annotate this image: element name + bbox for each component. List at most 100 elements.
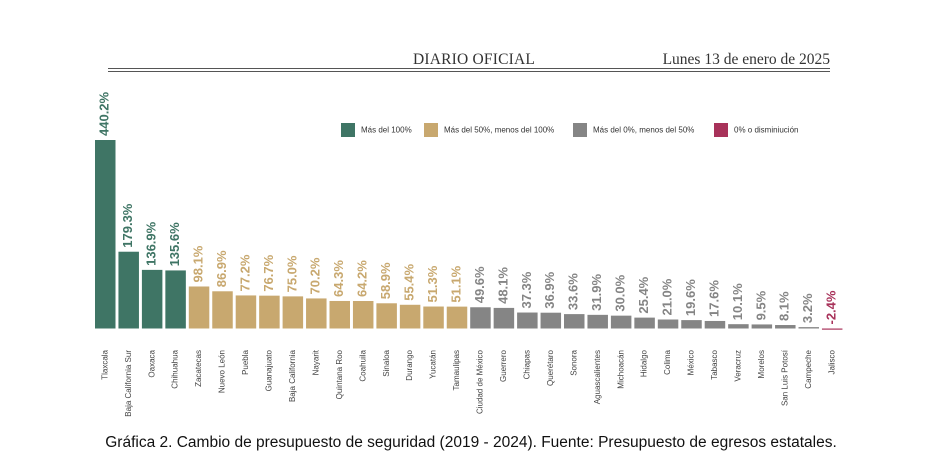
bar-guerrero (493, 307, 515, 329)
data-label-ciudad-de-mexico: 49.6% (472, 266, 487, 303)
bar-hidalgo (634, 317, 655, 329)
chart-legend: Más del 100% Más del 50%, menos del 100% M… (341, 123, 798, 137)
bar-nuevo-leon (212, 291, 233, 329)
category-label-sonora: Sonora (569, 349, 578, 375)
data-label-tamaulipas: 51.1% (448, 265, 463, 302)
data-label-baja-california-sur: 179.3% (120, 203, 135, 248)
category-label-ciudad-de-mexico: Ciudad de México (476, 349, 485, 414)
data-label-chiapas: 37.3% (519, 271, 534, 308)
data-label-baja-california: 75.0% (284, 255, 299, 292)
bar-zacatecas (188, 286, 210, 329)
figure-caption: Gráfica 2. Cambio de presupuesto de segu… (105, 434, 837, 451)
category-label-hidalgo: Hidalgo (640, 349, 649, 377)
data-label-puebla: 77.2% (237, 254, 252, 291)
legend-label-4: 0% o disminiución (734, 126, 798, 135)
bar-nayarit (306, 298, 327, 329)
data-label-colima: 21.0% (659, 278, 674, 315)
bar-baja-california (282, 296, 304, 329)
bar-durango (399, 304, 421, 329)
legend-swatch-2 (424, 123, 438, 137)
data-label-morelos: 9.5% (753, 290, 768, 320)
data-label-guanajuato: 76.7% (261, 254, 276, 291)
bar-coahuila (352, 301, 374, 329)
data-label-hidalgo: 25.4% (636, 276, 651, 313)
header-rule-bottom (108, 71, 830, 72)
category-label-coahuila: Coahuila (358, 349, 367, 381)
bar-queretaro (540, 312, 562, 329)
publication-name: DIARIO OFICIAL (413, 51, 536, 68)
data-label-guerrero: 48.1% (495, 267, 510, 304)
data-label-zacatecas: 98.1% (190, 245, 205, 282)
chart-data-labels: 440.2% 179.3% 136.9% 135.6% 98.1% 86.9% 77.2% 7… (97, 91, 839, 324)
data-label-sinaloa: 58.9% (378, 262, 393, 299)
data-label-tabasco: 17.6% (706, 280, 721, 317)
category-label-nuevo-leon: Nuevo León (218, 350, 227, 393)
budget-change-chart: Más del 100% Más del 50%, menos del 100% M… (95, 91, 843, 417)
category-label-chihuahua: Chihuahua (171, 349, 180, 388)
chart-category-labels: Tlaxcala Baja California Sur Oaxaca Chihuah… (100, 349, 836, 416)
data-label-queretaro: 36.9% (542, 271, 557, 308)
category-label-tabasco: Tabasco (710, 349, 719, 379)
legend-swatch-4 (714, 123, 728, 137)
bar-morelos (751, 324, 773, 329)
category-label-morelos: Morelos (757, 350, 766, 378)
category-label-queretaro: Querétaro (546, 349, 555, 386)
data-label-sonora: 33.6% (566, 273, 581, 310)
data-label-yucatan: 51.3% (425, 265, 440, 302)
bar-quintana-roo (329, 300, 350, 329)
bar-ciudad-de-mexico (470, 307, 491, 329)
bar-puebla (235, 295, 257, 329)
data-label-veracruz: 10.1% (730, 283, 745, 320)
data-label-coahuila: 64.2% (355, 260, 370, 297)
category-label-michoacan: Michoacán (616, 350, 625, 389)
bar-san-luis-potosi (775, 325, 796, 329)
bar-guanajuato (259, 295, 280, 329)
bar-tlaxcala (95, 140, 116, 329)
category-label-baja-california: Baja California (288, 349, 297, 402)
bar-chihuahua (165, 270, 186, 329)
category-label-colima: Colima (663, 349, 672, 374)
data-label-tlaxcala: 440.2% (97, 91, 112, 136)
category-label-aguascalientes: Aguascalientes (593, 350, 602, 404)
legend-swatch-1 (341, 123, 355, 137)
category-label-zacatecas: Zacatecas (194, 350, 203, 387)
bar-sonora (564, 314, 585, 329)
data-label-durango: 55.4% (402, 263, 417, 300)
data-label-chihuahua: 135.6% (167, 222, 182, 267)
data-label-campeche: 3.2% (800, 293, 815, 323)
data-label-nayarit: 70.2% (308, 257, 323, 294)
category-label-puebla: Puebla (241, 349, 250, 374)
legend-label-3: Más del 0%, menos del 50% (593, 126, 694, 135)
bar-baja-california-sur (118, 251, 139, 329)
data-label-oaxaca: 136.9% (144, 221, 159, 266)
category-label-baja-california-sur: Baja California Sur (124, 350, 133, 417)
category-label-tlaxcala: Tlaxcala (100, 349, 109, 379)
bar-jalisco (821, 328, 843, 330)
category-label-guerrero: Guerrero (499, 349, 508, 382)
bar-campeche (798, 327, 819, 329)
data-label-aguascalientes: 31.9% (589, 274, 604, 311)
category-label-durango: Durango (405, 349, 414, 380)
data-label-nuevo-leon: 86.9% (214, 250, 229, 287)
bar-veracruz (728, 324, 749, 329)
bar-mexico (681, 320, 702, 329)
bar-aguascalientes (587, 314, 608, 329)
data-label-mexico: 19.6% (683, 279, 698, 316)
category-label-yucatan: Yucatán (429, 350, 438, 379)
category-label-oaxaca: Oaxaca (147, 349, 156, 377)
legend-label-1: Más del 100% (361, 126, 412, 135)
category-label-guanajuato: Guanajuato (265, 349, 274, 391)
publication-date: Lunes 13 de enero de 2025 (662, 51, 830, 68)
category-label-quintana-roo: Quintana Roo (335, 349, 344, 399)
category-label-nayarit: Nayarit (311, 349, 320, 375)
category-label-sinaloa: Sinaloa (382, 349, 391, 376)
bar-colima (657, 319, 679, 329)
bar-yucatan (423, 306, 444, 329)
data-label-jalisco: -2.4% (824, 290, 839, 324)
bar-sinaloa (376, 303, 397, 329)
bar-michoacan (610, 315, 632, 329)
category-label-tamaulipas: Tamaulipas (452, 350, 461, 390)
header-rule-top (108, 68, 830, 69)
data-label-san-luis-potosi: 8.1% (777, 291, 792, 321)
category-label-campeche: Campeche (804, 349, 813, 388)
